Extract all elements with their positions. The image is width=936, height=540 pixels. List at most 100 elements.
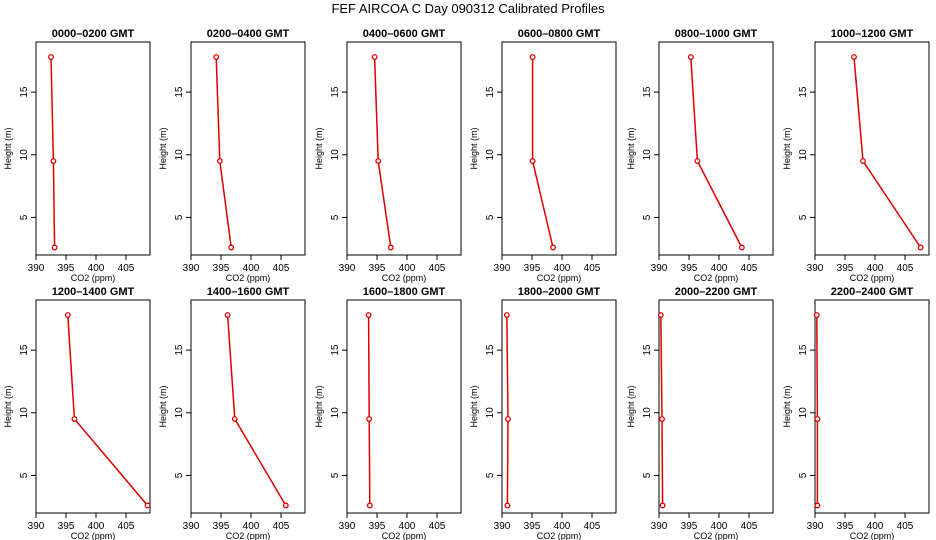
- y-tick-label: 5: [642, 472, 653, 478]
- panel-8: 1400–1600 GMT 390 395 400 405 5 10 15 CO2 (ppm) H…: [158, 286, 306, 540]
- profile-line: [367, 314, 371, 506]
- y-tick-label: 5: [19, 472, 30, 478]
- data-point: [64, 312, 71, 318]
- plot-frame: [501, 41, 617, 256]
- x-tick-label: 405: [273, 521, 290, 532]
- y-tick-label: 15: [485, 344, 496, 356]
- y-axis-label: Height (m): [626, 127, 636, 169]
- panel-title: 1600–1800 GMT: [363, 286, 446, 298]
- data-point: [50, 158, 57, 164]
- y-tick-label: 15: [19, 86, 30, 98]
- profile-line: [50, 56, 56, 248]
- profile-line: [506, 314, 509, 506]
- panel-title: 0800–1000 GMT: [675, 28, 758, 40]
- y-axis-label: Height (m): [782, 127, 792, 169]
- figure-title: FEF AIRCOA C Day 090312 Calibrated Profi…: [331, 1, 605, 16]
- y-tick-label: 5: [330, 214, 341, 220]
- x-axis-label: CO2 (ppm): [226, 531, 271, 540]
- x-axis-label: CO2 (ppm): [382, 273, 427, 283]
- plot-frame: [658, 41, 774, 256]
- x-tick-label: 405: [273, 263, 290, 274]
- y-tick-label: 5: [798, 214, 809, 220]
- data-point: [657, 312, 664, 318]
- x-tick-label: 405: [741, 521, 758, 532]
- data-point: [366, 502, 373, 509]
- x-tick-label: 405: [741, 263, 758, 274]
- profile-line: [373, 56, 392, 248]
- x-axis-label: CO2 (ppm): [382, 531, 427, 540]
- y-tick-label: 15: [642, 344, 653, 356]
- x-tick-label: 390: [339, 521, 356, 532]
- data-point: [851, 54, 857, 60]
- x-tick-label: 390: [651, 521, 668, 532]
- panel-title: 0200–0400 GMT: [207, 28, 290, 40]
- x-tick-label: 390: [807, 263, 824, 274]
- profile-line: [67, 314, 149, 506]
- x-tick-label: 395: [58, 263, 75, 274]
- plot-frame: [501, 299, 617, 514]
- x-tick-label: 400: [867, 263, 884, 274]
- data-point: [694, 158, 701, 164]
- x-tick-label: 390: [339, 263, 356, 274]
- panel-12: 2200–2400 GMT 390 395 400 405 5 10 15 CO2 (ppm) H…: [782, 286, 930, 540]
- data-point: [550, 244, 556, 251]
- plot-frame: [35, 41, 151, 256]
- data-point: [917, 244, 924, 251]
- x-tick-label: 395: [369, 521, 386, 532]
- x-tick-label: 405: [429, 521, 446, 532]
- x-axis-label: CO2 (ppm): [850, 531, 895, 540]
- y-tick-label: 15: [174, 344, 185, 356]
- x-axis-label: CO2 (ppm): [226, 273, 271, 283]
- y-tick-label: 10: [642, 407, 653, 419]
- data-point: [387, 244, 394, 251]
- data-point: [231, 416, 238, 422]
- y-tick-label: 10: [174, 149, 185, 161]
- data-point: [529, 54, 536, 60]
- y-tick-label: 5: [174, 214, 185, 220]
- x-tick-label: 400: [711, 263, 728, 274]
- panel-title: 1200–1400 GMT: [52, 286, 135, 298]
- data-point: [366, 416, 373, 422]
- profile-line: [690, 56, 743, 248]
- data-point: [814, 416, 821, 422]
- profile-line: [226, 314, 287, 506]
- x-tick-label: 390: [494, 521, 511, 532]
- x-tick-label: 400: [867, 521, 884, 532]
- x-tick-label: 395: [837, 263, 854, 274]
- x-tick-label: 395: [837, 521, 854, 532]
- data-point: [224, 312, 231, 318]
- x-axis-label: CO2 (ppm): [71, 531, 116, 540]
- panel-title: 1800–2000 GMT: [518, 286, 601, 298]
- y-tick-label: 5: [798, 472, 809, 478]
- panel-title: 1400–1600 GMT: [207, 286, 290, 298]
- x-tick-label: 395: [524, 521, 541, 532]
- y-tick-label: 5: [19, 214, 30, 220]
- y-tick-label: 15: [174, 86, 185, 98]
- y-tick-label: 10: [19, 407, 30, 419]
- data-point: [504, 502, 511, 509]
- x-tick-label: 405: [118, 521, 135, 532]
- y-tick-label: 10: [798, 407, 809, 419]
- x-tick-label: 400: [243, 521, 260, 532]
- data-point: [51, 244, 58, 251]
- x-axis-label: CO2 (ppm): [694, 531, 739, 540]
- profile-line: [660, 314, 664, 506]
- data-point: [371, 54, 378, 60]
- data-point: [213, 54, 220, 60]
- data-point: [505, 416, 511, 422]
- x-tick-label: 390: [183, 263, 200, 274]
- profile-line: [816, 314, 819, 506]
- y-tick-label: 5: [330, 472, 341, 478]
- x-tick-label: 400: [399, 521, 416, 532]
- panel-11: 2000–2200 GMT 390 395 400 405 5 10 15 CO2 (ppm) H…: [626, 286, 774, 540]
- profile-line: [531, 57, 554, 248]
- x-tick-label: 395: [58, 521, 75, 532]
- x-tick-label: 390: [28, 263, 45, 274]
- plot-frame: [814, 299, 930, 514]
- y-tick-label: 10: [19, 149, 30, 161]
- data-point: [659, 416, 665, 422]
- plot-frame: [658, 299, 774, 514]
- data-point: [529, 158, 536, 164]
- data-point: [503, 312, 510, 318]
- data-point: [48, 54, 54, 60]
